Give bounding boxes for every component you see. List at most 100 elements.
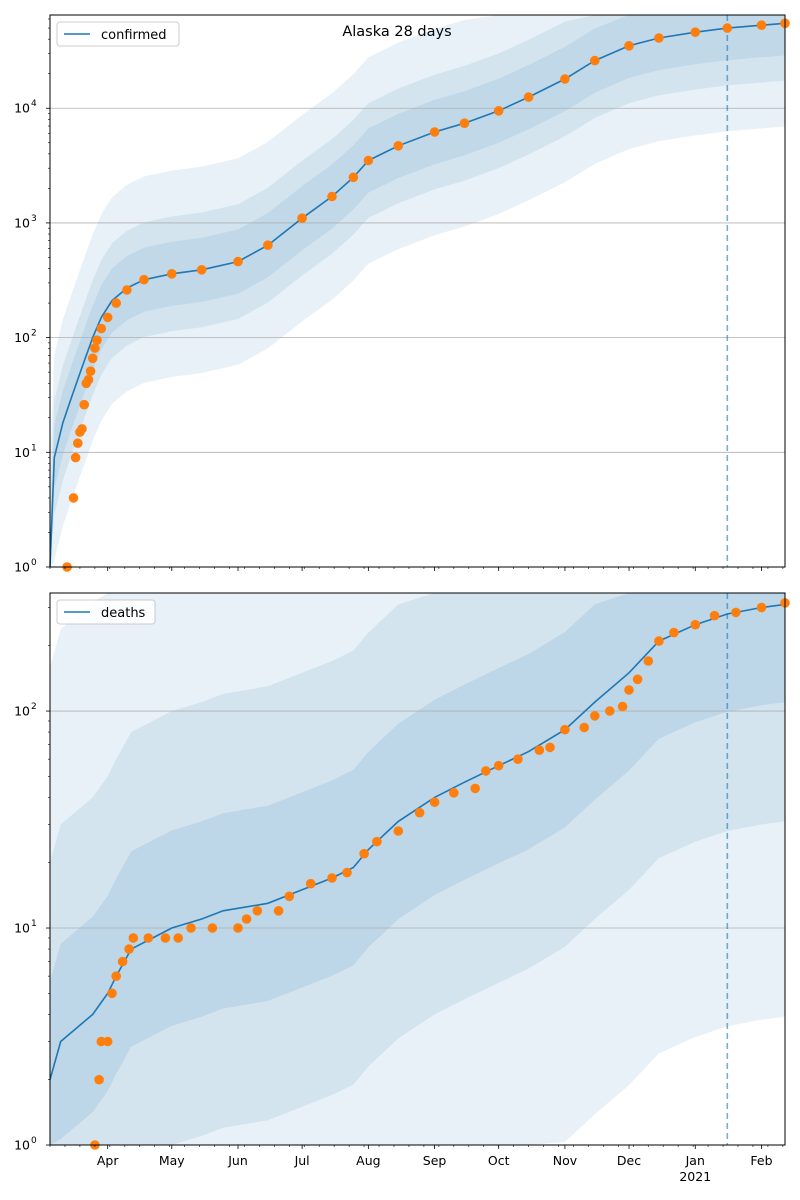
observed-point-21 bbox=[342, 867, 352, 878]
x-tick-label-aug: Aug bbox=[356, 1153, 380, 1168]
observed-point-18 bbox=[284, 891, 295, 902]
observed-point-6 bbox=[79, 399, 89, 410]
legend-label: confirmed bbox=[101, 28, 167, 43]
x-tick-label-dec: Dec bbox=[617, 1153, 641, 1168]
confirmed-marks bbox=[49, 15, 790, 572]
observed-point-10 bbox=[160, 933, 171, 943]
deaths-band-3 bbox=[50, 593, 785, 1145]
y-tick-base: 10 bbox=[14, 560, 30, 575]
observed-point-27 bbox=[449, 788, 459, 798]
observed-point-9 bbox=[143, 933, 154, 943]
y-tick-exponent: 4 bbox=[31, 99, 37, 109]
y-tick-exponent: 0 bbox=[31, 558, 37, 568]
observed-point-15 bbox=[111, 298, 121, 308]
observed-point-23 bbox=[327, 191, 337, 202]
y-tick-exponent: 2 bbox=[31, 702, 37, 712]
observed-point-12 bbox=[186, 923, 196, 933]
observed-point-36 bbox=[590, 711, 600, 721]
observed-point-14 bbox=[102, 312, 113, 323]
observed-point-4 bbox=[107, 988, 117, 999]
observed-point-18 bbox=[167, 269, 177, 279]
confirmed-axes-frame bbox=[49, 14, 786, 568]
observed-point-22 bbox=[297, 213, 307, 223]
observed-point-24 bbox=[348, 172, 359, 183]
x-tick-label-sep: Sep bbox=[423, 1153, 447, 1168]
observed-point-33 bbox=[545, 742, 555, 753]
y-tick-base: 10 bbox=[14, 101, 30, 116]
x-tick-label-jan: Jan bbox=[685, 1153, 705, 1168]
y-tick-label-3: 10 bbox=[14, 215, 30, 230]
y-tick-label-2: 10 bbox=[14, 704, 30, 719]
legend-box bbox=[56, 599, 156, 625]
legend-box bbox=[56, 21, 180, 47]
y-tick-base: 10 bbox=[14, 921, 30, 936]
observed-point-28 bbox=[470, 783, 481, 794]
observed-point-23 bbox=[372, 836, 382, 847]
x-tick-label-feb: Feb bbox=[750, 1153, 772, 1168]
observed-point-28 bbox=[459, 118, 470, 128]
deaths-credible-bands bbox=[50, 593, 785, 1145]
observed-point-6 bbox=[117, 956, 128, 967]
y-tick-exponent: 0 bbox=[31, 1136, 37, 1146]
observed-point-12 bbox=[92, 335, 102, 346]
confirmed-band-2 bbox=[50, 15, 785, 567]
confirmed-band-1 bbox=[50, 15, 785, 567]
observed-point-26 bbox=[429, 797, 440, 807]
x-tick-label-jun: Jun bbox=[227, 1153, 248, 1168]
y-tick-base: 10 bbox=[14, 1138, 30, 1153]
observed-point-44 bbox=[690, 619, 701, 630]
observed-point-25 bbox=[363, 155, 374, 166]
observed-point-33 bbox=[624, 41, 634, 51]
legend-label: deaths bbox=[101, 606, 146, 621]
observed-point-38 bbox=[617, 701, 628, 712]
observed-point-24 bbox=[393, 826, 404, 836]
observed-point-37 bbox=[756, 20, 767, 31]
observed-point-5 bbox=[111, 971, 121, 981]
confirmed-band-3 bbox=[50, 15, 785, 567]
observed-point-1 bbox=[94, 1074, 104, 1085]
x-tick-label-oct: Oct bbox=[488, 1153, 510, 1168]
deaths-legend: deaths bbox=[56, 599, 156, 625]
confirmed-credible-bands bbox=[50, 15, 785, 567]
y-tick-label-4: 10 bbox=[14, 101, 30, 116]
observed-point-37 bbox=[605, 706, 615, 716]
observed-point-9 bbox=[85, 366, 96, 377]
observed-point-31 bbox=[513, 754, 523, 764]
observed-point-8 bbox=[128, 933, 139, 943]
observed-point-11 bbox=[90, 343, 100, 353]
observed-point-39 bbox=[624, 685, 634, 695]
observed-point-32 bbox=[590, 55, 600, 66]
y-tick-label-0: 10 bbox=[14, 1138, 30, 1153]
observed-point-10 bbox=[87, 353, 98, 364]
observed-point-30 bbox=[493, 760, 504, 771]
observed-point-32 bbox=[534, 745, 545, 755]
observed-point-22 bbox=[359, 848, 369, 859]
observed-point-3 bbox=[73, 438, 83, 449]
observed-point-16 bbox=[122, 285, 132, 295]
observed-point-5 bbox=[77, 424, 87, 434]
y-tick-base: 10 bbox=[14, 330, 30, 345]
y-tick-exponent: 3 bbox=[31, 214, 37, 224]
observed-point-35 bbox=[690, 27, 701, 37]
observed-point-34 bbox=[654, 33, 664, 43]
observed-point-26 bbox=[393, 141, 404, 151]
observed-point-17 bbox=[273, 906, 284, 916]
observed-point-27 bbox=[429, 127, 440, 137]
x-tick-sublabel: 2021 bbox=[679, 1169, 711, 1184]
observed-point-30 bbox=[523, 92, 534, 102]
y-tick-label-2: 10 bbox=[14, 330, 30, 345]
deaths-marks bbox=[49, 593, 790, 1150]
x-tick-label-jul: Jul bbox=[294, 1153, 310, 1168]
observed-point-31 bbox=[560, 74, 570, 84]
confirmed-legend: confirmed bbox=[56, 21, 180, 47]
y-tick-exponent: 1 bbox=[31, 443, 37, 453]
y-tick-label-1: 10 bbox=[14, 445, 30, 460]
observed-point-40 bbox=[632, 674, 643, 685]
observed-point-13 bbox=[96, 323, 107, 334]
observed-point-43 bbox=[669, 627, 679, 638]
